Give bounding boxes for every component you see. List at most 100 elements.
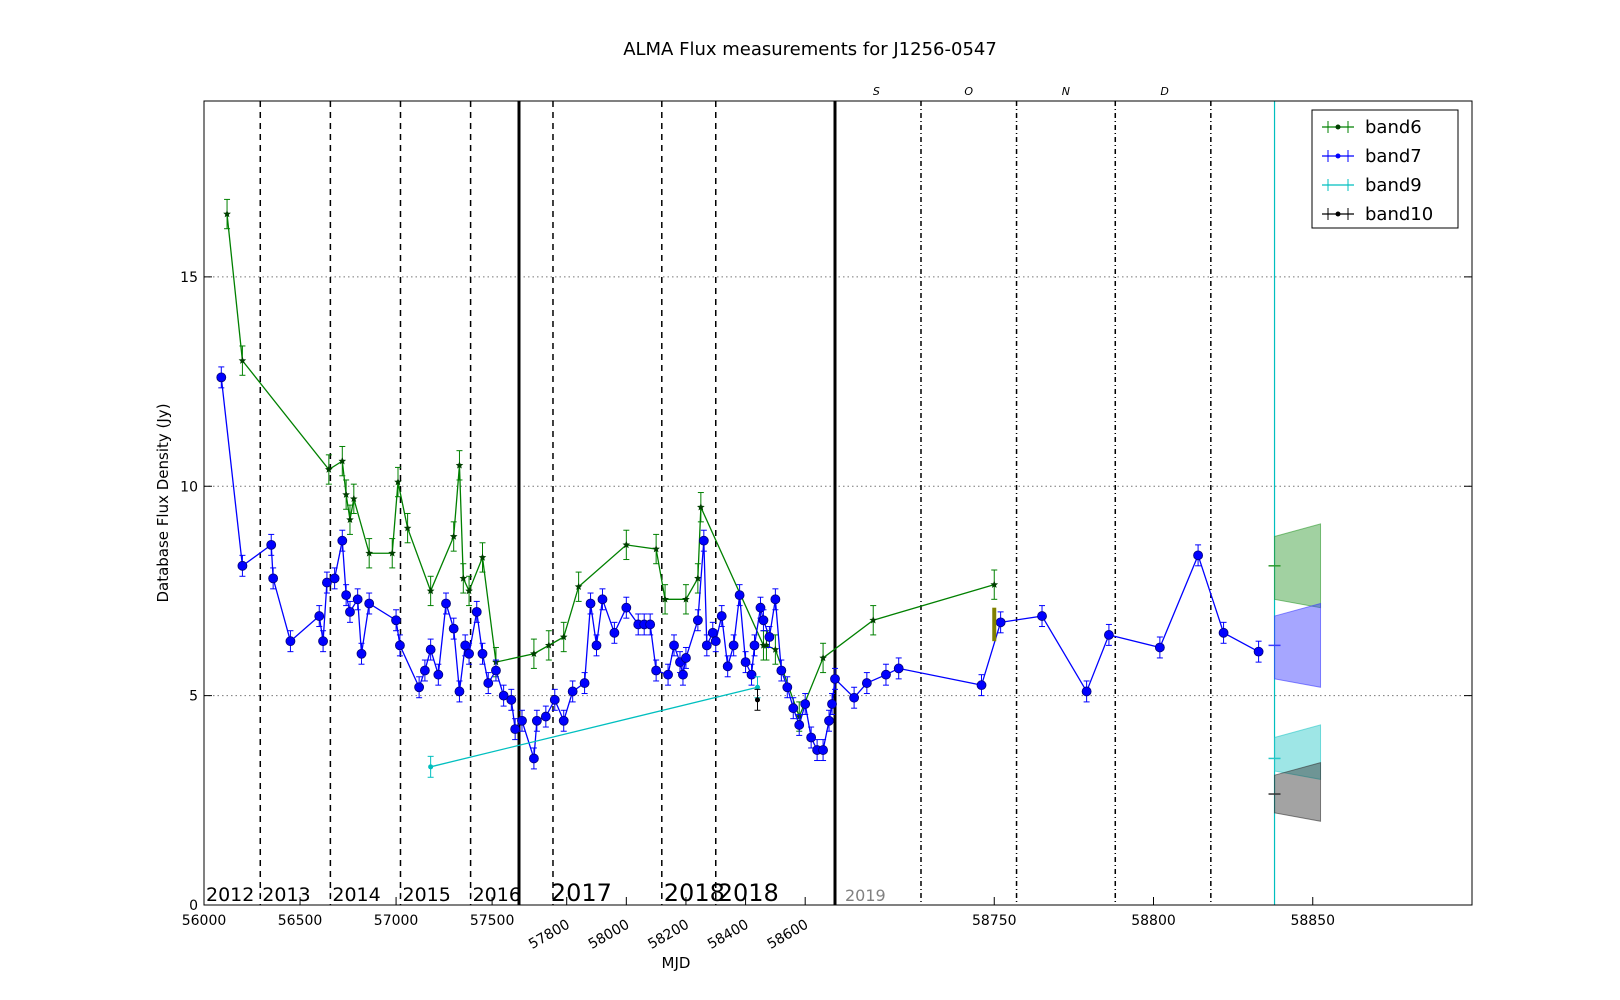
data-point-band7: [1193, 550, 1203, 561]
data-point-band9: [754, 684, 760, 690]
legend-box: [1311, 109, 1459, 229]
data-point-band7: [1154, 642, 1165, 653]
year-label: 2018: [664, 879, 725, 907]
month-label: O: [964, 85, 973, 98]
data-point-band7: [770, 594, 781, 605]
data-point-band7: [621, 602, 632, 613]
year-label: 2018: [718, 879, 779, 907]
data-point-band7: [591, 640, 602, 651]
x-tick-label: 58800: [1131, 913, 1176, 929]
data-point-band7: [698, 535, 709, 546]
data-point-band6: [455, 461, 464, 469]
data-point-band7: [567, 686, 578, 697]
y-axis-label: Database Flux Density (Jy): [154, 403, 172, 602]
data-point-band6: [530, 649, 538, 657]
data-point-band6: [338, 457, 347, 465]
year-label: 2015: [402, 884, 450, 906]
data-point-band6: [388, 549, 396, 557]
data-point-band7: [471, 606, 482, 617]
data-point-band7: [540, 711, 551, 722]
data-point-band7: [318, 636, 328, 647]
data-point-band6: [350, 494, 358, 502]
x-tick-label: 57000: [374, 913, 419, 929]
data-point-band7: [861, 678, 872, 688]
data-point-band7: [454, 686, 465, 697]
data-point-band6: [574, 582, 583, 590]
data-point-band7: [237, 560, 248, 571]
data-point-band7: [395, 640, 405, 651]
data-point-band7: [419, 665, 430, 676]
data-point-band6: [365, 549, 373, 557]
data-point-band7: [425, 644, 436, 655]
data-point-band6: [762, 641, 771, 649]
x-tick-label: 57800: [526, 917, 573, 953]
data-point-band6: [694, 574, 702, 582]
x-axis-label: MJD: [662, 954, 691, 972]
data-point-band7: [1104, 630, 1114, 640]
legend-label: band10: [1365, 204, 1433, 225]
projection-band: [1274, 761, 1322, 822]
data-point-band7: [322, 577, 332, 588]
data-point-band7: [314, 611, 325, 621]
data-point-band7: [794, 720, 805, 730]
projection-band: [1274, 523, 1322, 609]
data-point-band7: [976, 680, 987, 691]
data-point-band7: [995, 617, 1006, 628]
plot-frame: [203, 100, 1473, 906]
data-point-band7: [517, 715, 527, 726]
year-label: 2016: [473, 884, 521, 906]
data-point-band7: [1253, 646, 1264, 657]
data-point-band7: [681, 653, 691, 663]
data-point-band7: [893, 663, 904, 674]
data-point-band6: [223, 210, 231, 218]
data-point-band7: [776, 665, 787, 676]
data-point-band10: [754, 697, 760, 703]
data-point-band7: [448, 623, 459, 634]
data-point-band6: [559, 633, 568, 641]
year-label: 2012: [206, 884, 254, 906]
data-point-band6: [459, 574, 468, 582]
data-point-band7: [722, 661, 733, 672]
y-tick-label: 10: [180, 479, 198, 495]
legend-label: band7: [1365, 146, 1422, 167]
legend-label: band6: [1365, 117, 1422, 138]
data-point-band7: [341, 590, 352, 601]
data-point-band7: [352, 594, 363, 605]
data-point-band7: [506, 694, 517, 705]
series-line-band9: [430, 686, 758, 768]
series-line-band7: [220, 377, 1259, 759]
data-point-band7: [692, 615, 703, 626]
data-point-band7: [849, 692, 860, 703]
data-point-band7: [364, 598, 375, 609]
data-point-band6: [771, 645, 780, 653]
y-tick-label: 15: [180, 270, 198, 286]
data-point-band7: [710, 636, 721, 647]
data-point-band7: [483, 678, 494, 688]
data-point-band7: [558, 715, 569, 726]
data-point-band7: [663, 669, 673, 680]
data-point-band7: [531, 715, 542, 726]
legend: band6 band7 band9 band10: [1311, 109, 1459, 229]
data-point-band7: [788, 703, 799, 714]
legend-marker: [1335, 211, 1341, 217]
x-tick-label: 58400: [705, 917, 752, 953]
data-point-band6: [426, 586, 435, 595]
month-label: S: [873, 85, 880, 98]
data-point-band7: [498, 690, 509, 701]
data-point-band7: [441, 598, 451, 609]
data-point-band7: [824, 715, 834, 726]
data-point-band7: [1081, 686, 1092, 697]
data-point-band7: [740, 657, 751, 668]
data-point-band7: [510, 724, 521, 735]
data-point-band7: [460, 640, 471, 651]
data-point-band7: [579, 678, 590, 688]
data-point-band7: [806, 732, 817, 743]
x-tick-label: 58600: [765, 917, 812, 953]
data-point-band7: [678, 669, 688, 680]
projection-band: [1274, 602, 1322, 688]
data-point-band7: [1037, 611, 1047, 621]
data-point-band7: [549, 694, 560, 705]
data-point-band7: [391, 615, 401, 626]
data-point-band6: [346, 515, 354, 523]
